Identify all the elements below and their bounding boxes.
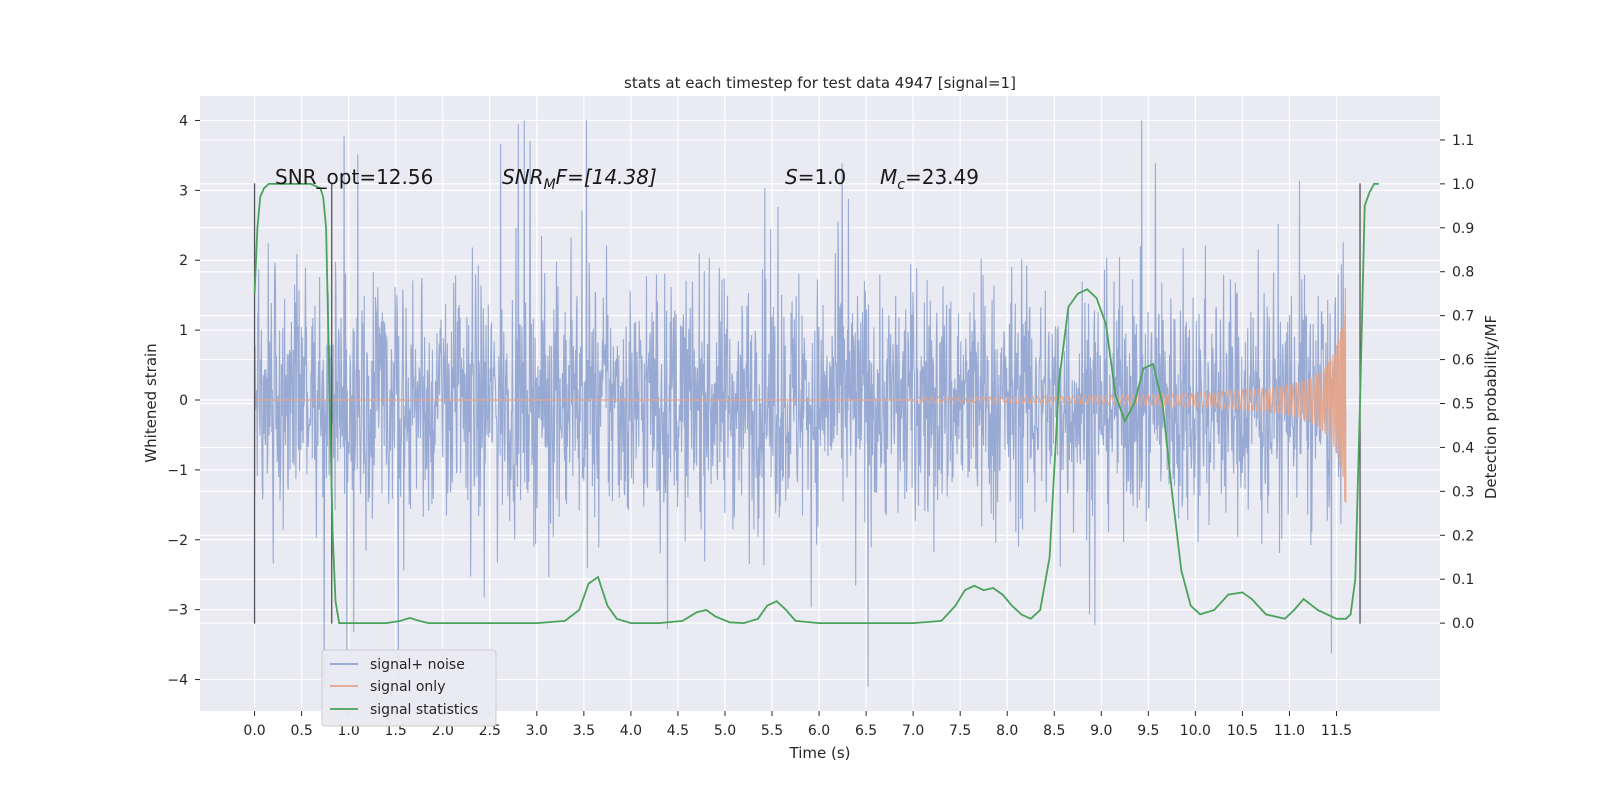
x-tick-label: 0.0 (243, 723, 265, 739)
x-tick-label: 9.5 (1137, 723, 1159, 739)
x-tick-label: 3.0 (526, 723, 548, 739)
left-y-tick-label: −1 (167, 463, 188, 479)
x-tick-label: 7.5 (949, 723, 971, 739)
left-y-axis-label: Whitened strain (142, 343, 160, 462)
right-y-tick-label: 0.1 (1452, 572, 1474, 588)
right-y-tick-label: 0.4 (1452, 440, 1474, 456)
x-tick-label: 2.5 (479, 723, 501, 739)
left-y-tick-label: 2 (179, 253, 188, 269)
left-y-tick-label: −2 (167, 533, 188, 549)
annotation-snr-opt: SNR_opt=12.56 (275, 165, 433, 189)
x-tick-label: 8.5 (1043, 723, 1065, 739)
left-y-tick-label: 1 (179, 323, 188, 339)
x-tick-label: 4.0 (620, 723, 642, 739)
x-axis-label: Time (s) (789, 744, 851, 762)
x-tick-label: 2.0 (432, 723, 454, 739)
left-y-tick-label: −4 (167, 673, 188, 689)
annotations: SNR_opt=12.56 SNRMF=[14.38] S=1.0 Mc=23.… (275, 165, 979, 193)
x-axis-ticks: 0.0 0.5 1.0 1.5 2.0 2.5 3.0 3.5 4.0 4.5 5.0 5.5 6.0 6… (243, 711, 1352, 739)
left-y-tick-label: 0 (179, 393, 188, 409)
x-tick-label: 6.5 (855, 723, 877, 739)
s-rest: =1.0 (798, 165, 847, 189)
mc-rest: =23.49 (905, 165, 979, 189)
annotation-mc: Mc=23.49 (880, 165, 979, 193)
right-y-tick-label: 1.0 (1452, 177, 1474, 193)
mc-sub: c (897, 177, 905, 193)
x-tick-label: 11.5 (1321, 723, 1352, 739)
right-y-tick-label: 0.7 (1452, 309, 1474, 325)
legend: signal+ noise signal only signal statist… (321, 649, 497, 727)
right-y-tick-label: 0.5 (1452, 397, 1474, 413)
x-tick-label: 5.5 (761, 723, 783, 739)
annotation-s: S=1.0 (785, 165, 846, 189)
legend-label-signal-statistics: signal statistics (370, 702, 478, 718)
left-y-tick-label: 4 (179, 113, 188, 129)
x-tick-label: 9.0 (1090, 723, 1112, 739)
chart-title: stats at each timestep for test data 494… (624, 74, 1016, 92)
x-tick-label: 3.5 (573, 723, 595, 739)
snr-mf-sub: M (544, 177, 556, 193)
annotation-snr-mf: SNRMF=[14.38] (502, 165, 657, 193)
snr-mf-var: SNR (502, 165, 544, 189)
x-tick-label: 8.0 (996, 723, 1018, 739)
signal-only-trace (912, 287, 1347, 504)
x-tick-label: 1.0 (338, 723, 360, 739)
legend-label-signal-only: signal only (370, 679, 445, 695)
right-y-tick-label: 0.3 (1452, 484, 1474, 500)
legend-box (321, 649, 497, 727)
snr-mf-rest: F=[14.38] (556, 165, 657, 189)
x-tick-label: 10.5 (1227, 723, 1258, 739)
x-tick-label: 1.5 (385, 723, 407, 739)
x-tick-label: 10.0 (1180, 723, 1211, 739)
x-tick-label: 6.0 (808, 723, 830, 739)
signal-statistics-line (253, 183, 1379, 625)
right-y-tick-label: 0.8 (1452, 265, 1474, 281)
x-tick-label: 4.5 (667, 723, 689, 739)
right-y-tick-label: 0.9 (1452, 221, 1474, 237)
right-y-tick-label: 0.0 (1452, 616, 1474, 632)
right-y-tick-label: 0.2 (1452, 528, 1474, 544)
series-signal-statistics (253, 183, 1379, 625)
x-tick-label: 0.5 (290, 723, 312, 739)
right-y-axis-label: Detection probability/MF (1482, 315, 1500, 499)
left-y-tick-label: 3 (179, 183, 188, 199)
x-tick-label: 11.0 (1274, 723, 1305, 739)
left-y-axis-ticks: 4 3 2 1 0 −1 −2 −3 −4 (167, 113, 200, 689)
left-y-tick-label: −3 (167, 603, 188, 619)
legend-label-signal-plus-noise: signal+ noise (370, 657, 465, 673)
x-tick-label: 5.0 (714, 723, 736, 739)
mc-var: M (880, 165, 897, 189)
right-y-tick-label: 1.1 (1452, 133, 1474, 149)
x-tick-label: 7.0 (902, 723, 924, 739)
right-y-axis-ticks: 1.1 1.0 0.9 0.8 0.7 0.6 0.5 0.4 0.3 0.2 0.1 0.0 (1440, 133, 1474, 632)
s-var: S (785, 165, 798, 189)
right-y-tick-label: 0.6 (1452, 353, 1474, 369)
series-signal-only (254, 287, 1347, 504)
